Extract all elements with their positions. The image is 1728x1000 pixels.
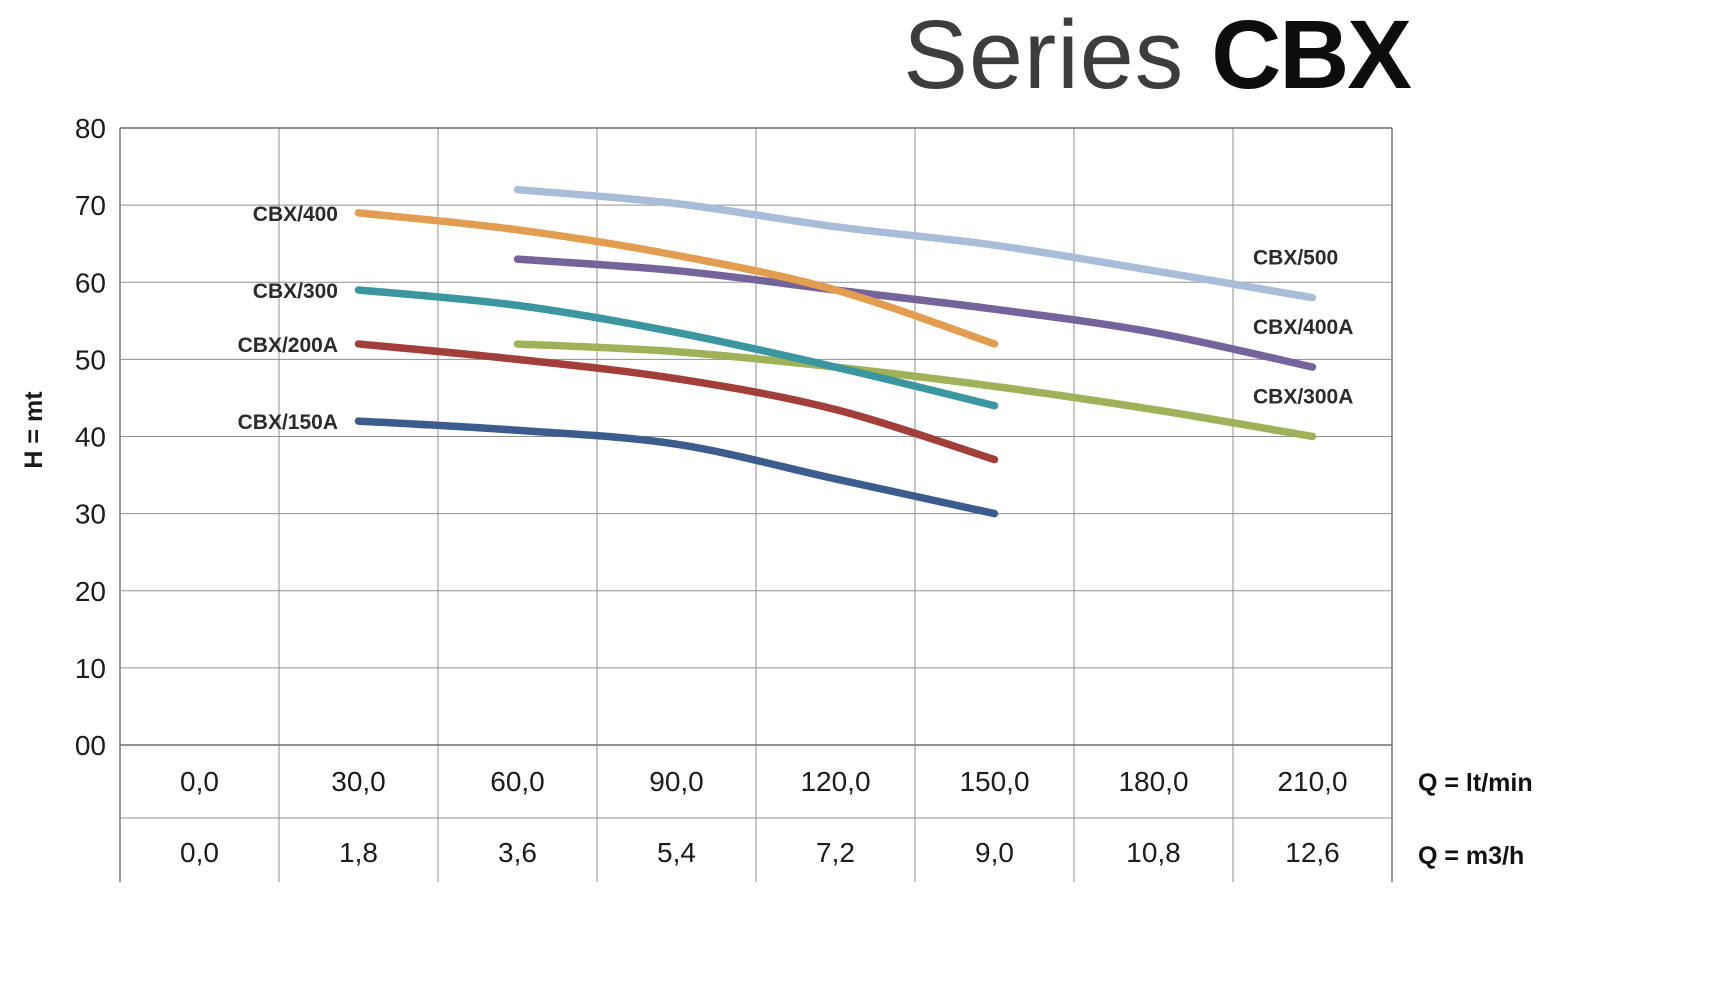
y-tick-10: 10	[75, 653, 106, 684]
curve-CBX-200A	[354, 340, 999, 464]
curve-label-CBX-200A: CBX/200A	[238, 334, 338, 357]
x-tick-m3h-0: 0,0	[180, 837, 219, 868]
x-tick-m3h-3: 5,4	[657, 837, 696, 868]
curve-CBX-500	[513, 185, 1317, 302]
chart-title: Series CBX	[820, 4, 1412, 106]
grid-lines	[119, 127, 1393, 882]
curve-label-CBX-150A: CBX/150A	[238, 411, 338, 434]
curve-CBX-300	[354, 286, 999, 410]
curve-labels: CBX/500 CBX/400A CBX/400 CBX/300A CBX/300 CBX…	[238, 203, 1354, 434]
x-tick-ltmin-7: 210,0	[1277, 766, 1347, 797]
curve-label-CBX-500: CBX/500	[1253, 247, 1338, 270]
x-tick-m3h-4: 7,2	[816, 837, 855, 868]
x-tick-ltmin-4: 120,0	[800, 766, 870, 797]
curve-label-CBX-400: CBX/400	[253, 203, 338, 226]
y-tick-80: 80	[75, 113, 106, 144]
x-tick-ltmin-5: 150,0	[959, 766, 1029, 797]
x-tick-m3h-2: 3,6	[498, 837, 537, 868]
x-tick-m3h-5: 9,0	[975, 837, 1014, 868]
y-tick-50: 50	[75, 344, 106, 375]
x-axis-ticks-m3h: 0,0 1,8 3,6 5,4 7,2 9,0 10,8 12,6	[180, 837, 1340, 868]
chart-title-series: Series	[903, 0, 1185, 109]
curve-label-CBX-300: CBX/300	[253, 280, 338, 303]
x-tick-ltmin-1: 30,0	[331, 766, 386, 797]
y-tick-30: 30	[75, 499, 106, 530]
x-tick-ltmin-6: 180,0	[1118, 766, 1188, 797]
y-tick-20: 20	[75, 576, 106, 607]
y-tick-60: 60	[75, 267, 106, 298]
y-axis-ticks: 80 70 60 50 40 30 20 10 00	[75, 113, 106, 761]
x-unit-ltmin: Q = lt/min	[1418, 769, 1533, 797]
x-tick-m3h-6: 10,8	[1126, 837, 1181, 868]
y-tick-70: 70	[75, 190, 106, 221]
chart-title-cbx: CBX	[1211, 0, 1412, 109]
curve-CBX-300A	[513, 340, 1317, 441]
y-tick-00: 00	[75, 730, 106, 761]
x-tick-ltmin-3: 90,0	[649, 766, 704, 797]
x-unit-m3h: Q = m3/h	[1418, 842, 1524, 870]
curve-label-CBX-300A: CBX/300A	[1253, 386, 1353, 409]
pump-curves	[354, 185, 1317, 518]
curve-CBX-150A	[354, 417, 999, 518]
x-tick-ltmin-2: 60,0	[490, 766, 545, 797]
x-axis-ticks-ltmin: 0,0 30,0 60,0 90,0 120,0 150,0 180,0 210,0	[180, 766, 1348, 797]
x-tick-m3h-1: 1,8	[339, 837, 378, 868]
curve-CBX-400	[354, 209, 999, 348]
x-tick-m3h-7: 12,6	[1285, 837, 1340, 868]
curve-label-CBX-400A: CBX/400A	[1253, 316, 1353, 339]
y-tick-40: 40	[75, 422, 106, 453]
x-tick-ltmin-0: 0,0	[180, 766, 219, 797]
curve-CBX-400A	[513, 255, 1317, 371]
